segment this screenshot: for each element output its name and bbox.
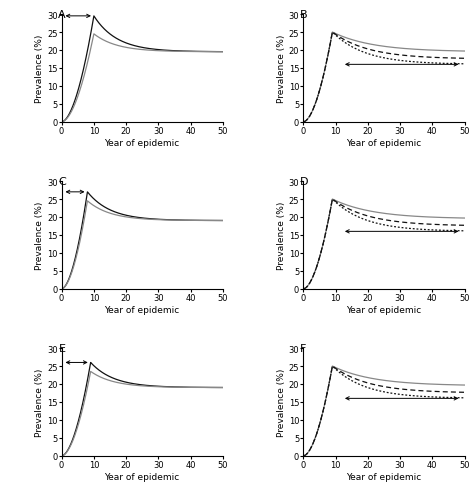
Text: F: F: [300, 343, 307, 353]
Text: A: A: [58, 10, 66, 20]
X-axis label: Year of epidemic: Year of epidemic: [105, 138, 180, 147]
Y-axis label: Prevalence (%): Prevalence (%): [35, 201, 44, 270]
Y-axis label: Prevalence (%): Prevalence (%): [277, 368, 286, 436]
Y-axis label: Prevalence (%): Prevalence (%): [277, 201, 286, 270]
X-axis label: Year of epidemic: Year of epidemic: [105, 472, 180, 481]
Y-axis label: Prevalence (%): Prevalence (%): [35, 368, 44, 436]
Y-axis label: Prevalence (%): Prevalence (%): [277, 35, 286, 103]
X-axis label: Year of epidemic: Year of epidemic: [346, 138, 421, 147]
Text: B: B: [300, 10, 308, 20]
Text: C: C: [58, 176, 66, 186]
X-axis label: Year of epidemic: Year of epidemic: [346, 472, 421, 481]
Text: E: E: [58, 343, 65, 353]
Y-axis label: Prevalence (%): Prevalence (%): [35, 35, 44, 103]
X-axis label: Year of epidemic: Year of epidemic: [346, 305, 421, 314]
Text: D: D: [300, 176, 309, 186]
X-axis label: Year of epidemic: Year of epidemic: [105, 305, 180, 314]
